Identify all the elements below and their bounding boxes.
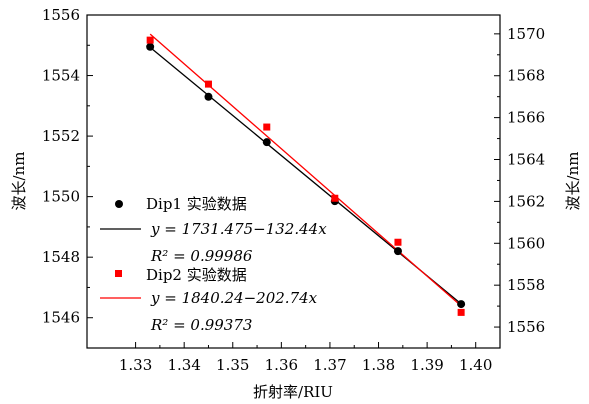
x-tick-label: 1.38 [362, 356, 395, 374]
data-points [146, 36, 466, 316]
legend-marker-dip2 [115, 270, 122, 277]
y-left-tick-label: 1552 [42, 127, 80, 145]
data-point-dip2 [204, 80, 212, 88]
legend-label-dip2: Dip2 实验数据 [146, 266, 247, 284]
y-right-tick-label: 1560 [507, 234, 545, 252]
x-tick-label: 1.39 [410, 356, 443, 374]
x-axis-title: 折射率/RIU [253, 383, 333, 401]
y-left-tick-label: 1546 [42, 309, 80, 327]
data-point-dip2 [146, 36, 154, 44]
y-right-tick-label: 1568 [507, 67, 545, 85]
y-axis-left-title: 波长/nm [10, 152, 28, 211]
fit-lines [149, 33, 462, 307]
legend-r2-fit1: R² = 0.99986 [150, 247, 253, 265]
y-left-tick-label: 1556 [42, 6, 80, 24]
y-axis-right-title: 波长/nm [564, 152, 582, 211]
data-point-dip2 [331, 194, 339, 202]
data-point-dip1 [457, 300, 466, 309]
x-tick-label: 1.40 [459, 356, 492, 374]
x-tick-label: 1.34 [167, 356, 200, 374]
y-right-tick-label: 1566 [507, 109, 545, 127]
y-axis-right: 1556 1558 1560 1562 1564 1566 1568 1570 [494, 25, 545, 336]
legend-marker-dip1 [115, 200, 123, 208]
y-axis-left: 1546 1548 1550 1552 1554 1556 [42, 6, 93, 327]
x-tick-label: 1.33 [119, 356, 152, 374]
y-left-tick-label: 1550 [42, 188, 80, 206]
data-point-dip2 [457, 308, 465, 316]
data-point-dip1 [393, 247, 402, 256]
y-right-tick-label: 1564 [507, 151, 545, 169]
x-axis: 1.33 1.34 1.35 1.36 1.37 1.38 1.39 1.40 [119, 342, 492, 374]
fit-line-2 [149, 33, 462, 307]
y-right-tick-label: 1562 [507, 192, 545, 210]
legend-equation-fit2: y = 1840.24−202.74x [150, 289, 318, 307]
y-left-tick-label: 1554 [42, 67, 80, 85]
x-tick-label: 1.37 [313, 356, 346, 374]
y-right-tick-label: 1570 [507, 25, 545, 43]
x-tick-label: 1.36 [265, 356, 298, 374]
x-tick-label: 1.35 [216, 356, 249, 374]
data-point-dip2 [263, 123, 271, 131]
data-point-dip1 [204, 92, 213, 101]
data-point-dip2 [394, 238, 402, 246]
plot-frame [86, 14, 501, 349]
legend-label-dip1: Dip1 实验数据 [146, 195, 247, 213]
data-point-dip1 [146, 42, 155, 51]
y-left-tick-label: 1548 [42, 248, 80, 266]
legend-equation-fit1: y = 1731.475−132.44x [150, 220, 327, 238]
y-right-tick-label: 1556 [507, 318, 545, 336]
y-right-tick-label: 1558 [507, 276, 545, 294]
legend: Dip1 实验数据 y = 1731.475−132.44x R² = 0.99… [100, 195, 327, 334]
data-point-dip1 [262, 138, 271, 147]
legend-r2-fit2: R² = 0.99373 [150, 316, 252, 334]
